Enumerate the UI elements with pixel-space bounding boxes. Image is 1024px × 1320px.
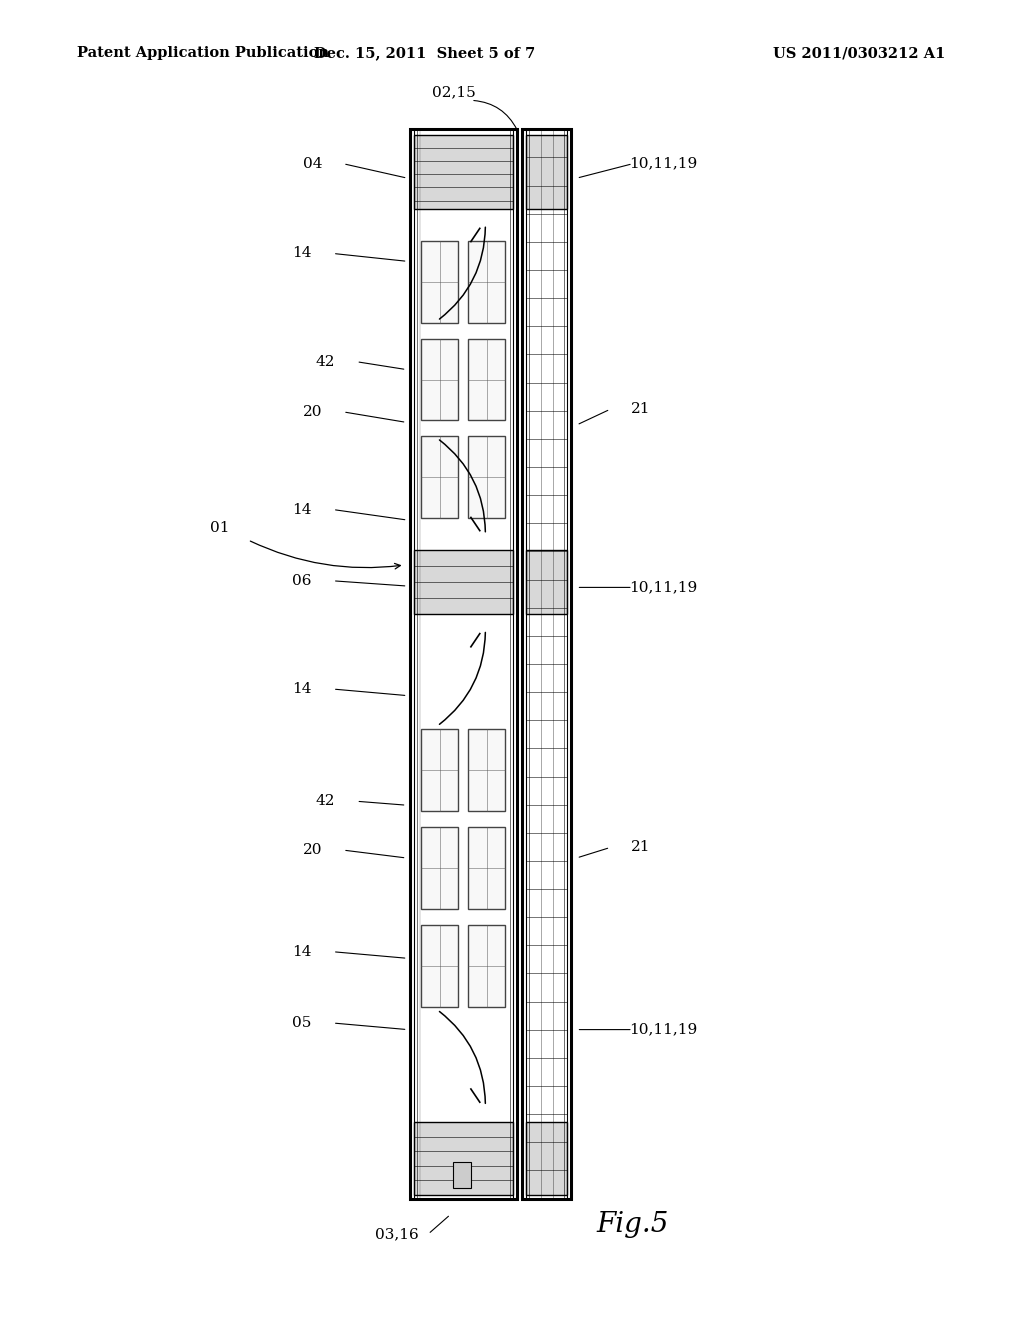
Text: 14: 14 bbox=[292, 247, 312, 260]
Text: 21: 21 bbox=[631, 841, 651, 854]
Bar bbox=[414, 1122, 513, 1195]
Bar bbox=[469, 924, 506, 1006]
Text: 20: 20 bbox=[302, 405, 323, 418]
Bar bbox=[469, 729, 506, 810]
Text: 10,11,19: 10,11,19 bbox=[630, 581, 697, 594]
Bar bbox=[422, 924, 459, 1006]
Text: 04: 04 bbox=[302, 157, 323, 170]
Text: 14: 14 bbox=[292, 503, 312, 516]
Text: US 2011/0303212 A1: US 2011/0303212 A1 bbox=[773, 46, 945, 61]
Text: 20: 20 bbox=[302, 843, 323, 857]
Bar bbox=[469, 826, 506, 908]
Bar bbox=[453, 1162, 471, 1188]
Text: 05: 05 bbox=[293, 1016, 311, 1030]
Bar bbox=[526, 1122, 567, 1195]
Bar bbox=[422, 240, 459, 322]
Text: 14: 14 bbox=[292, 945, 312, 958]
Text: 01: 01 bbox=[210, 521, 230, 535]
Text: 10,11,19: 10,11,19 bbox=[630, 1023, 697, 1036]
Bar bbox=[522, 129, 571, 1199]
Bar bbox=[526, 135, 567, 209]
Text: 06: 06 bbox=[292, 574, 312, 587]
Text: Patent Application Publication: Patent Application Publication bbox=[77, 46, 329, 61]
Bar bbox=[526, 550, 567, 614]
Text: 21: 21 bbox=[631, 403, 651, 416]
Bar bbox=[410, 129, 517, 1199]
Bar bbox=[469, 338, 506, 420]
Text: Dec. 15, 2011  Sheet 5 of 7: Dec. 15, 2011 Sheet 5 of 7 bbox=[314, 46, 536, 61]
Bar bbox=[422, 436, 459, 517]
Text: 10,11,19: 10,11,19 bbox=[630, 157, 697, 170]
Text: 02,15: 02,15 bbox=[432, 86, 475, 99]
Text: 14: 14 bbox=[292, 682, 312, 696]
Bar bbox=[422, 729, 459, 810]
Bar bbox=[422, 338, 459, 420]
Text: 42: 42 bbox=[315, 355, 336, 368]
Bar bbox=[414, 135, 513, 209]
Text: Fig.5: Fig.5 bbox=[596, 1212, 669, 1238]
Bar bbox=[469, 436, 506, 517]
Text: 03,16: 03,16 bbox=[376, 1228, 419, 1241]
Bar bbox=[414, 550, 513, 614]
Bar bbox=[422, 826, 459, 908]
Text: 42: 42 bbox=[315, 795, 336, 808]
Bar bbox=[469, 240, 506, 322]
